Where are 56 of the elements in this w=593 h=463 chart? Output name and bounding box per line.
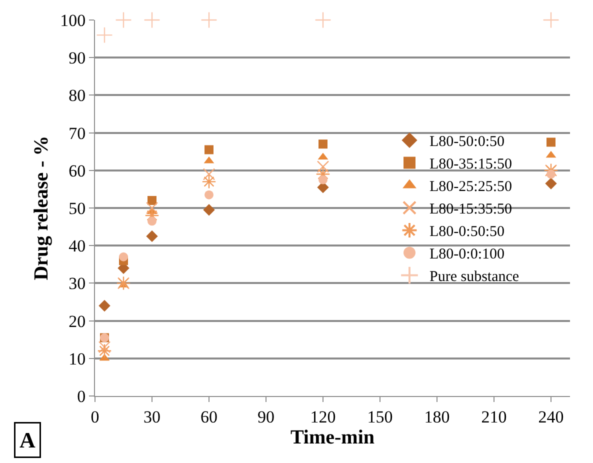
point bbox=[96, 26, 113, 44]
legend-label: L80-0:50:50 bbox=[430, 224, 504, 240]
legend-label: L80-50:0:50 bbox=[430, 134, 504, 150]
point bbox=[119, 252, 128, 262]
point bbox=[204, 145, 214, 154]
legend-label: L80-15:35:50 bbox=[430, 202, 512, 218]
y-tick-label: 10 bbox=[68, 349, 86, 368]
x-tick-label: 90 bbox=[258, 407, 274, 426]
point bbox=[318, 140, 328, 149]
legend-label: Pure substance bbox=[430, 269, 520, 286]
y-tick-label: 80 bbox=[68, 86, 86, 106]
x-tick-label: 180 bbox=[424, 407, 450, 426]
point bbox=[97, 344, 112, 358]
point bbox=[546, 138, 556, 147]
x-tick-label: 150 bbox=[367, 407, 393, 426]
x-tick-label: 210 bbox=[481, 407, 507, 426]
y-tick-label: 20 bbox=[68, 312, 86, 331]
y-tick-label: 90 bbox=[68, 48, 86, 68]
point bbox=[318, 175, 328, 184]
point bbox=[98, 341, 111, 354]
point bbox=[545, 178, 557, 190]
x-tick-label: 30 bbox=[144, 407, 160, 426]
point bbox=[200, 12, 218, 28]
point bbox=[316, 160, 330, 173]
x-tick-label: 120 bbox=[310, 407, 336, 426]
x-tick-label: 0 bbox=[90, 407, 100, 426]
legend-label: L80-25:25:50 bbox=[430, 179, 512, 196]
x-tick-label: 240 bbox=[538, 407, 564, 426]
point bbox=[203, 204, 215, 216]
point bbox=[146, 230, 158, 242]
y-axis-title: Drug release - % bbox=[30, 136, 53, 280]
point bbox=[202, 174, 216, 189]
y-tick-label: 100 bbox=[60, 10, 86, 30]
point bbox=[542, 12, 560, 28]
y-tick-label: 30 bbox=[68, 274, 86, 294]
legend-label: L80-0:0:100 bbox=[430, 246, 504, 263]
point bbox=[146, 202, 158, 214]
point bbox=[148, 196, 156, 205]
point bbox=[316, 166, 330, 182]
legend-label: L80-35:15:50 bbox=[430, 156, 512, 173]
y-tick-label: 60 bbox=[68, 161, 86, 180]
y-tick-label: 50 bbox=[68, 198, 86, 218]
point bbox=[148, 216, 156, 226]
point bbox=[144, 12, 160, 28]
point bbox=[202, 168, 216, 180]
y-tick-label: 70 bbox=[68, 124, 86, 143]
y-tick-label: 0 bbox=[77, 386, 86, 406]
x-tick-label: 60 bbox=[200, 407, 218, 426]
point bbox=[115, 12, 132, 28]
point bbox=[204, 190, 214, 200]
point bbox=[98, 300, 110, 312]
y-tick-label: 40 bbox=[68, 236, 86, 256]
x-axis-title: Time-min bbox=[290, 426, 375, 448]
point bbox=[546, 170, 556, 179]
text: A bbox=[20, 428, 36, 452]
point bbox=[314, 12, 332, 28]
